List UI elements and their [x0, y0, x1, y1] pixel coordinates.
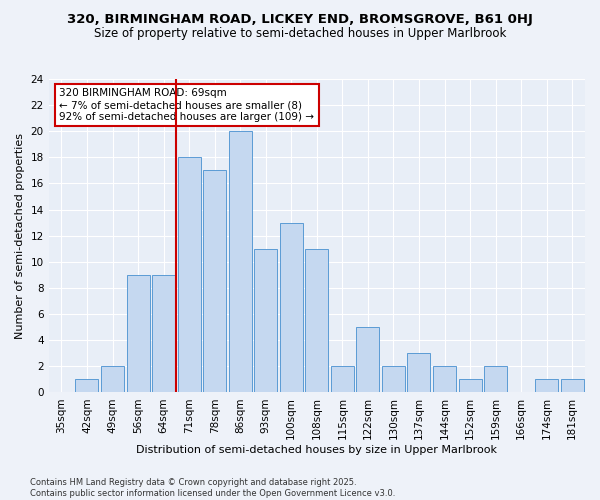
Bar: [561, 380, 584, 392]
Bar: [229, 131, 252, 392]
Text: 320, BIRMINGHAM ROAD, LICKEY END, BROMSGROVE, B61 0HJ: 320, BIRMINGHAM ROAD, LICKEY END, BROMSG…: [67, 12, 533, 26]
Bar: [203, 170, 226, 392]
Bar: [407, 354, 430, 393]
Text: 320 BIRMINGHAM ROAD: 69sqm
← 7% of semi-detached houses are smaller (8)
92% of s: 320 BIRMINGHAM ROAD: 69sqm ← 7% of semi-…: [59, 88, 314, 122]
Bar: [152, 275, 175, 392]
Text: Size of property relative to semi-detached houses in Upper Marlbrook: Size of property relative to semi-detach…: [94, 28, 506, 40]
X-axis label: Distribution of semi-detached houses by size in Upper Marlbrook: Distribution of semi-detached houses by …: [136, 445, 497, 455]
Bar: [458, 380, 482, 392]
Bar: [254, 249, 277, 392]
Bar: [484, 366, 507, 392]
Bar: [382, 366, 405, 392]
Bar: [535, 380, 558, 392]
Bar: [356, 327, 379, 392]
Bar: [433, 366, 456, 392]
Bar: [280, 222, 303, 392]
Bar: [305, 249, 328, 392]
Bar: [331, 366, 354, 392]
Y-axis label: Number of semi-detached properties: Number of semi-detached properties: [15, 132, 25, 338]
Bar: [178, 158, 200, 392]
Bar: [76, 380, 98, 392]
Text: Contains HM Land Registry data © Crown copyright and database right 2025.
Contai: Contains HM Land Registry data © Crown c…: [30, 478, 395, 498]
Bar: [127, 275, 149, 392]
Bar: [101, 366, 124, 392]
